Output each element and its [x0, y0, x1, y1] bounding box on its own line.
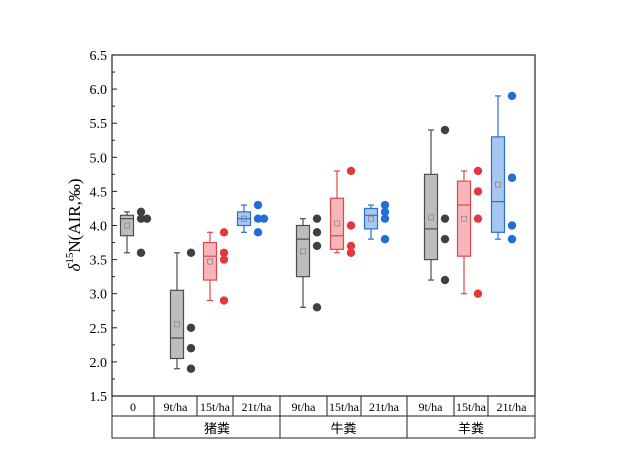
category-label: 21t/ha: [369, 400, 400, 414]
mean-marker: [124, 222, 130, 229]
box-iqr: [490, 136, 506, 233]
y-tick-label: 3.5: [90, 254, 108, 269]
box-4: [295, 214, 322, 312]
boxes: [119, 91, 517, 373]
y-tick-label: 1.5: [90, 390, 108, 405]
data-point: [507, 234, 517, 244]
box-0: [119, 207, 152, 257]
mean-marker: [207, 258, 213, 265]
y-tick-label: 4.5: [90, 185, 108, 200]
box-3: [236, 200, 269, 237]
data-point: [253, 200, 263, 210]
data-point: [219, 248, 229, 257]
category-label: 9t/ha: [292, 400, 317, 414]
data-point: [440, 125, 450, 135]
data-point: [380, 207, 390, 217]
category-label: 15t/ha: [456, 400, 487, 414]
box-iqr: [363, 207, 379, 230]
box-iqr: [295, 224, 311, 278]
box-iqr: [202, 241, 218, 281]
box-5: [329, 166, 356, 257]
data-point: [219, 228, 229, 237]
category-label: 15t/ha: [329, 400, 360, 414]
mean-marker: [174, 321, 180, 328]
y-tick-label: 6.5: [90, 49, 108, 64]
box-iqr: [456, 180, 472, 257]
box-7: [423, 125, 450, 285]
table-border: [111, 395, 536, 439]
category-label: 9t/ha: [419, 400, 444, 414]
group-label: 猪粪: [204, 422, 230, 437]
data-point: [380, 234, 390, 244]
box-8: [456, 166, 483, 298]
y-tick-label: 2.0: [90, 356, 108, 371]
group-label: 羊粪: [458, 421, 484, 437]
data-point: [346, 248, 356, 257]
category-label: 21t/ha: [497, 400, 528, 414]
mean-marker: [241, 215, 247, 222]
category-label: 9t/ha: [164, 400, 189, 414]
box-iqr: [423, 173, 439, 261]
data-point: [380, 214, 390, 223]
box-6: [363, 200, 390, 244]
data-point: [473, 289, 483, 298]
mean-marker: [495, 181, 501, 188]
y-axis: 1.5 2.0 2.5 3.0 3.5 4.0 4.5 5.0 5.5 6.0 6.5: [90, 49, 117, 405]
y-axis-label: δ15N(AIR,‰): [64, 178, 84, 271]
y-tick-label: 5.0: [90, 151, 108, 166]
box-iqr: [119, 214, 135, 237]
box-2: [202, 228, 229, 305]
data-point: [186, 323, 196, 332]
data-point: [507, 173, 517, 182]
data-point: [346, 241, 356, 251]
box-9: [490, 91, 517, 244]
y-tick-label: 3.0: [90, 288, 108, 303]
data-point: [136, 248, 146, 257]
data-point: [440, 275, 450, 285]
data-point: [186, 344, 196, 353]
category-table: 0 9t/ha 15t/ha 21t/ha 9t/ha 15t/ha 21t/ha 9t/ha…: [111, 395, 536, 439]
data-point: [219, 296, 229, 305]
category-label: 21t/ha: [242, 400, 273, 414]
y-tick-label: 6.0: [90, 83, 108, 98]
data-point: [136, 214, 146, 223]
data-point: [507, 221, 517, 230]
data-point: [312, 241, 322, 251]
data-point: [136, 207, 146, 217]
data-point: [312, 228, 322, 237]
data-point: [473, 214, 483, 223]
data-point: [186, 248, 196, 257]
category-label: 15t/ha: [200, 400, 231, 414]
data-point: [142, 214, 152, 223]
y-tick-label: 4.0: [90, 220, 108, 235]
box-iqr: [329, 197, 345, 250]
data-point: [253, 228, 263, 237]
category-label: 0: [130, 400, 136, 414]
group-label: 牛粪: [330, 422, 356, 437]
data-point: [186, 364, 196, 373]
data-point: [473, 187, 483, 196]
data-point: [346, 221, 356, 230]
data-point: [507, 91, 517, 101]
mean-marker: [461, 215, 467, 222]
box-1: [169, 248, 196, 373]
y-tick-label: 2.5: [90, 322, 108, 337]
y-tick-label: 5.5: [90, 117, 108, 132]
data-point: [253, 214, 263, 223]
data-point: [440, 234, 450, 244]
data-point: [219, 255, 229, 264]
data-point: [380, 200, 390, 210]
mean-marker: [300, 248, 306, 255]
box-iqr: [169, 289, 185, 360]
mean-marker: [368, 215, 374, 222]
mean-marker: [428, 214, 434, 221]
data-point: [440, 214, 450, 223]
data-point: [259, 214, 269, 223]
data-point: [346, 166, 356, 176]
data-point: [473, 166, 483, 176]
data-point: [312, 303, 322, 312]
mean-marker: [334, 220, 340, 227]
data-point: [312, 214, 322, 223]
